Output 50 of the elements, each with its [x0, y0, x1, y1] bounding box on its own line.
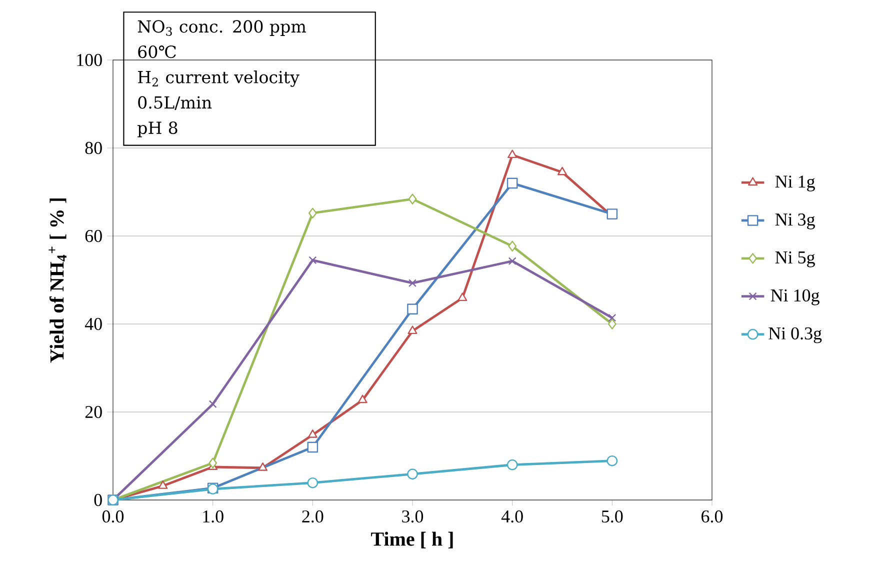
point [557, 166, 568, 176]
legend-label: Ni 5g [775, 251, 815, 268]
point [307, 442, 318, 453]
point [358, 394, 368, 404]
y-tick-label: 20 [85, 406, 102, 418]
x-tick-label: 5.0 [602, 510, 623, 523]
y-tick-label: 100 [77, 54, 102, 66]
y-tick-label: 40 [84, 318, 102, 330]
point [408, 326, 418, 334]
point [608, 314, 616, 322]
point [408, 194, 417, 204]
point [506, 178, 518, 189]
x-tick-label: 0.0 [102, 510, 124, 523]
point [208, 458, 218, 468]
x-tick-label: 2.0 [302, 510, 324, 523]
text: 60℃ [138, 45, 176, 58]
annotation: H$_{2}$ current velocity [138, 70, 300, 87]
point [208, 400, 217, 408]
point [508, 257, 516, 266]
text: NO$_{3}$ conc. 200 ppm [138, 20, 306, 36]
x-axis-title: Time [ h ] [371, 532, 453, 548]
legend-label: Ni 0.3g [768, 327, 822, 344]
point [308, 429, 318, 438]
point [307, 477, 318, 488]
y-tick-label: 80 [85, 142, 102, 154]
point [158, 480, 168, 489]
legend-label: Ni 1g [775, 176, 815, 192]
legend-label: Ni 10g [770, 289, 820, 306]
x-tick-label: 3.0 [402, 510, 424, 523]
point [458, 292, 468, 302]
point [308, 208, 317, 219]
y-tick-label: 0 [94, 494, 102, 506]
point [608, 318, 616, 330]
point [258, 462, 268, 471]
point [508, 150, 518, 158]
x-tick-label: 4.0 [501, 510, 523, 523]
point [508, 240, 517, 252]
y-axis-title: Yield of NH$_{4}$$^{+}$ [ % ] [48, 198, 66, 363]
point [606, 455, 618, 466]
x-tick-label: 1.0 [203, 510, 224, 523]
y-tick-label: 60 [85, 230, 102, 242]
point [408, 279, 416, 288]
point [506, 459, 518, 470]
point [407, 468, 418, 480]
annotation: 0.5L/min [138, 96, 212, 110]
point [308, 256, 317, 264]
annotation: pH 8 [138, 121, 178, 138]
point [407, 304, 418, 314]
legend-label: Ni 3g [775, 214, 815, 230]
x-tick-label: 6.0 [702, 510, 723, 523]
